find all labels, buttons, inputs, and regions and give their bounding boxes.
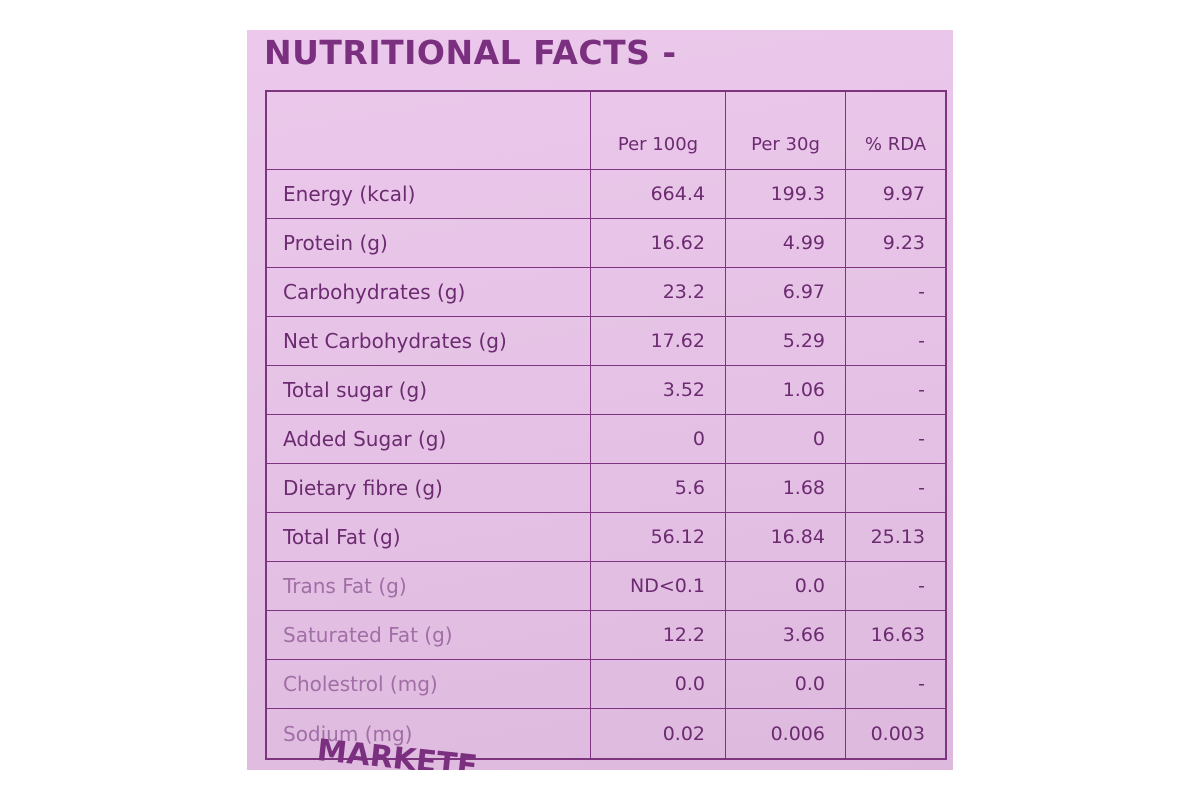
value-rda: 0.003 [870, 722, 925, 745]
table-row: Cholestrol (mg) 0.0 0.0- [267, 660, 945, 709]
nutrition-label-panel: NUTRITIONAL FACTS - Per 100g Per 30g % R… [247, 30, 953, 770]
table-row: Protein (g) 16.62 4.99 9.23 [267, 219, 945, 268]
value-per-30g: 199.3 [726, 170, 846, 218]
value-per-30g: 0 [726, 415, 846, 463]
value-per-100g: 0.02 [591, 709, 726, 758]
value-per-100g: 664.4 [591, 170, 726, 218]
nutrient-name: Cholestrol (mg) [267, 660, 591, 708]
value-per-30g: 0.006 [726, 709, 846, 758]
value-rda: - [918, 428, 925, 450]
nutrient-name: Energy (kcal) [267, 170, 591, 218]
nutrition-table: Per 100g Per 30g % RDA Energy (kcal) 664.… [265, 90, 947, 760]
label-title: NUTRITIONAL FACTS - [264, 33, 677, 72]
value-rda: 25.13 [870, 526, 925, 548]
value-per-30g: 0.0 [726, 660, 846, 708]
value-per-100g: 0 [591, 415, 726, 463]
table-header-row: Per 100g Per 30g % RDA [267, 92, 945, 170]
table-row: Sodium (mg) 0.02 0.006 0.003 [267, 709, 945, 758]
header-cell-per-100g: Per 100g [591, 92, 726, 169]
value-rda: - [918, 673, 925, 695]
value-rda: 9.97 [882, 183, 925, 205]
nutrient-name: Carbohydrates (g) [267, 268, 591, 316]
nutrient-name: Total Fat (g) [267, 513, 591, 561]
table-row: Total Fat (g) 56.12 16.84 25.13 [267, 513, 945, 562]
nutrient-name: Net Carbohydrates (g) [267, 317, 591, 365]
header-cell-rda: % RDA [864, 134, 927, 155]
header-cell-nutrient [267, 92, 591, 169]
table-row: Saturated Fat (g) 12.2 3.66 16.63 [267, 611, 945, 660]
value-per-30g: 5.29 [726, 317, 846, 365]
table-row: Net Carbohydrates (g) 17.62 5.29 - [267, 317, 945, 366]
value-rda: - [918, 379, 925, 401]
table-row: Carbohydrates (g) 23.2 6.97 - [267, 268, 945, 317]
value-per-100g: 5.6 [591, 464, 726, 512]
nutrient-name: Dietary fibre (g) [267, 464, 591, 512]
value-per-30g: 4.99 [726, 219, 846, 267]
value-per-30g: 3.66 [726, 611, 846, 659]
value-per-100g: 3.52 [591, 366, 726, 414]
nutrient-name: Protein (g) [267, 219, 591, 267]
value-rda: - [918, 477, 925, 499]
table-row: Dietary fibre (g) 5.6 1.68 - [267, 464, 945, 513]
table-row: Energy (kcal) 664.4 199.3 9.97 [267, 170, 945, 219]
value-per-100g: 16.62 [591, 219, 726, 267]
nutrient-name: Total sugar (g) [267, 366, 591, 414]
value-per-30g: 0.0 [726, 562, 846, 610]
value-per-100g: 23.2 [591, 268, 726, 316]
value-per-30g: 1.68 [726, 464, 846, 512]
value-per-100g: 17.62 [591, 317, 726, 365]
nutrient-name: Sodium (mg) [267, 709, 591, 758]
value-rda: - [918, 575, 925, 597]
nutrient-name: Added Sugar (g) [267, 415, 591, 463]
value-per-30g: 16.84 [726, 513, 846, 561]
value-rda: 16.63 [870, 624, 925, 646]
value-per-100g: 12.2 [591, 611, 726, 659]
nutrient-name: Trans Fat (g) [267, 562, 591, 610]
value-per-100g: 56.12 [591, 513, 726, 561]
table-row: Trans Fat (g) ND<0.1 0.0 - [267, 562, 945, 611]
value-rda: 9.23 [882, 232, 925, 254]
value-per-100g: ND<0.1 [591, 562, 726, 610]
nutrient-name: Saturated Fat (g) [267, 611, 591, 659]
value-rda: - [918, 330, 925, 352]
table-row: Total sugar (g) 3.52 1.06 - [267, 366, 945, 415]
value-per-100g: 0.0 [591, 660, 726, 708]
table-row: Added Sugar (g) 0 0- [267, 415, 945, 464]
value-rda: - [918, 281, 925, 303]
value-per-30g: 6.97 [726, 268, 846, 316]
value-per-30g: 1.06 [726, 366, 846, 414]
header-cell-per-30g: Per 30g [726, 92, 846, 169]
